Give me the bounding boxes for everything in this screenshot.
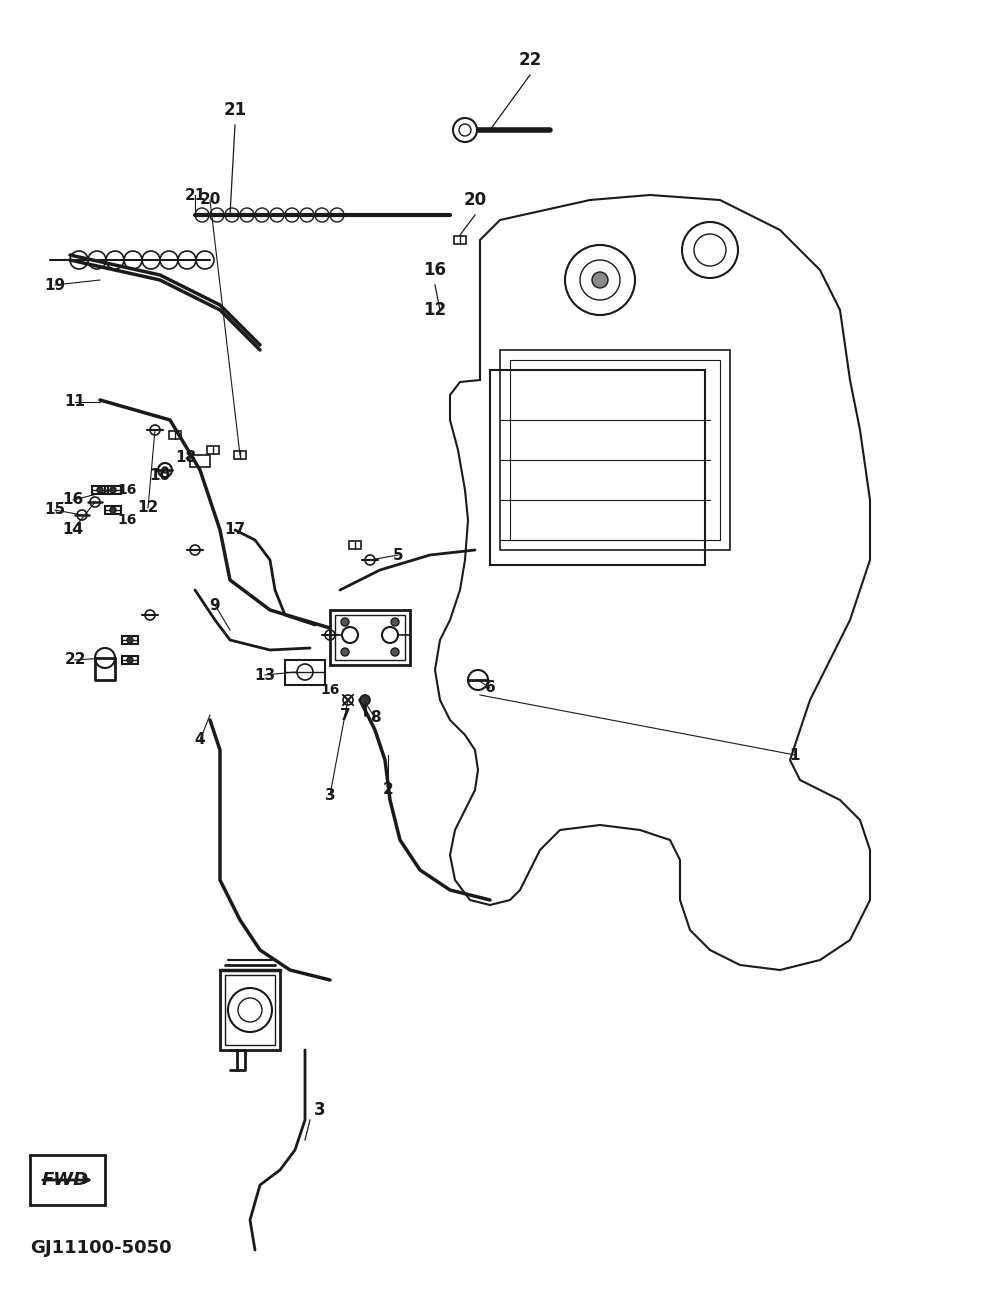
Text: 8: 8 [370, 710, 380, 726]
Circle shape [162, 467, 168, 473]
Text: 17: 17 [224, 522, 246, 538]
Text: 22: 22 [519, 51, 541, 69]
Text: GJ11100-5050: GJ11100-5050 [30, 1239, 171, 1257]
Circle shape [97, 487, 103, 492]
Bar [207, 446, 219, 454]
Circle shape [391, 648, 399, 656]
Bar [190, 455, 210, 467]
Text: 20: 20 [200, 193, 220, 207]
Bar [330, 610, 410, 665]
Text: FWD: FWD [42, 1172, 90, 1188]
Bar [510, 360, 720, 540]
Text: 12: 12 [423, 301, 447, 319]
Circle shape [110, 507, 116, 513]
Circle shape [360, 695, 370, 705]
Text: 11: 11 [65, 394, 86, 410]
Bar [335, 616, 405, 660]
Text: 22: 22 [64, 652, 86, 667]
Text: 12: 12 [138, 500, 158, 516]
Text: 13: 13 [255, 667, 276, 683]
Text: 10: 10 [150, 468, 170, 482]
Text: 7: 7 [339, 708, 350, 722]
Text: 16: 16 [423, 260, 447, 279]
Bar [285, 660, 325, 686]
Circle shape [391, 618, 399, 626]
Bar [30, 1155, 105, 1205]
Circle shape [341, 618, 349, 626]
Text: 21: 21 [223, 101, 247, 119]
Circle shape [127, 638, 133, 643]
Text: 18: 18 [175, 451, 197, 465]
Text: 6: 6 [485, 680, 495, 696]
Text: 16: 16 [321, 683, 339, 697]
Bar [105, 505, 121, 515]
Text: 14: 14 [62, 522, 84, 538]
Circle shape [592, 272, 608, 288]
Text: 16: 16 [117, 483, 137, 496]
Bar [220, 969, 280, 1050]
Bar [105, 486, 121, 494]
Bar [454, 236, 466, 244]
Bar [92, 486, 108, 494]
Bar [169, 432, 181, 439]
Text: 1: 1 [790, 748, 800, 762]
Bar [490, 369, 705, 565]
Text: 19: 19 [44, 277, 66, 293]
Text: 16: 16 [117, 513, 137, 527]
Bar [122, 656, 138, 664]
Circle shape [127, 657, 133, 664]
Text: 5: 5 [393, 547, 403, 562]
Text: 20: 20 [463, 191, 486, 209]
Text: 3: 3 [314, 1102, 326, 1118]
Bar [225, 975, 275, 1045]
Text: 16: 16 [62, 492, 84, 508]
Bar [349, 540, 361, 550]
Circle shape [341, 648, 349, 656]
Text: 9: 9 [210, 597, 220, 613]
Text: 21: 21 [184, 188, 206, 202]
Text: 2: 2 [383, 783, 394, 797]
Bar [500, 350, 730, 550]
Circle shape [110, 487, 116, 492]
Text: 3: 3 [325, 788, 336, 802]
Text: 15: 15 [44, 503, 66, 517]
Polygon shape [435, 194, 870, 969]
Bar [234, 451, 246, 459]
Text: 4: 4 [195, 732, 206, 748]
Bar [122, 636, 138, 644]
Circle shape [453, 118, 477, 143]
